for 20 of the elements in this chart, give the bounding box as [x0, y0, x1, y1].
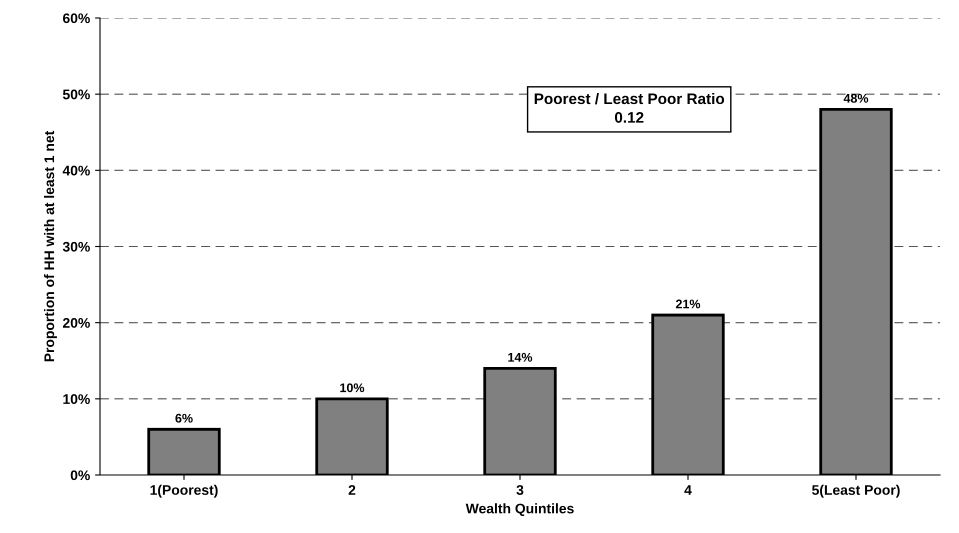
- x-tick-label: 1(Poorest): [150, 484, 218, 498]
- y-tick-label: 20%: [62, 318, 90, 328]
- x-tick-label: 3: [516, 485, 524, 495]
- y-tick-label: 50%: [62, 90, 90, 100]
- y-tick-label: 40%: [62, 166, 90, 176]
- data-label: 10%: [340, 383, 364, 392]
- y-tick-label: 60%: [62, 13, 90, 24]
- y-axis-title: Proportion of HH with at least 1 net: [44, 130, 57, 362]
- data-label: 14%: [508, 352, 532, 362]
- y-tick-label: 0%: [70, 470, 90, 480]
- x-tick-label: 2: [348, 485, 356, 495]
- annotation: Poorest / Least Poor Ratio 0.12: [534, 92, 724, 123]
- y-tick-label: 30%: [62, 242, 90, 252]
- data-label: 6%: [175, 414, 193, 423]
- x-tick-label: 5(Least Poor): [812, 484, 900, 498]
- y-tick-label: 10%: [63, 394, 90, 404]
- data-label: 48%: [844, 94, 868, 103]
- x-axis-title: Wealth Quintiles: [466, 503, 574, 516]
- x-tick-label: 4: [684, 485, 692, 495]
- data-label: 21%: [676, 300, 700, 308]
